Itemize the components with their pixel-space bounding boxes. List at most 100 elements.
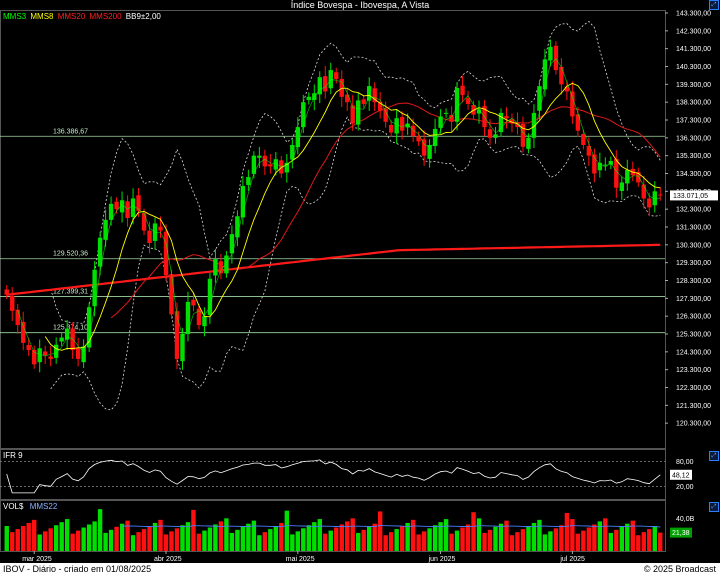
candle-body — [21, 321, 26, 343]
y-tick-label: 127.300,00 — [676, 296, 711, 303]
volume-bar — [196, 533, 202, 551]
volume-bar — [361, 529, 366, 551]
expand-volume-icon[interactable]: ⤢ — [709, 502, 719, 512]
y-tick-label: 140.300,00 — [676, 64, 711, 71]
y-tick-label: 122.300,00 — [676, 385, 711, 392]
y-tick-label: 143.300,00 — [676, 11, 711, 18]
volume-bar — [97, 509, 103, 551]
volume-panel — [0, 500, 666, 552]
vol-last-label: 21,38 — [672, 530, 690, 537]
candle-body — [377, 102, 383, 112]
volume-bar — [647, 529, 652, 551]
candle-body — [509, 119, 515, 124]
volume-bar — [603, 518, 608, 551]
volume-bar — [493, 526, 498, 551]
volume-bar — [399, 526, 405, 551]
volume-bar — [388, 532, 394, 551]
volume-bar — [185, 522, 191, 551]
candle-body — [317, 77, 322, 95]
volume-bar — [597, 521, 603, 551]
candle-body — [279, 160, 284, 174]
volume-bar — [482, 532, 487, 551]
volume-bar — [141, 529, 147, 551]
legend-bb: BB9±2,00 — [125, 12, 161, 21]
candle-body — [641, 184, 646, 199]
support-line-label: 125.374,10 — [53, 325, 88, 332]
candle-body — [334, 72, 339, 79]
candle-body — [372, 88, 377, 103]
legend-mms20: MMS20 — [57, 12, 86, 21]
volume-bar — [542, 534, 548, 551]
volume-bar — [191, 509, 196, 551]
volume-bar — [301, 528, 306, 551]
candle-body — [26, 345, 31, 351]
candle-body — [15, 309, 20, 326]
candle-body — [240, 185, 246, 218]
candle-body — [86, 307, 92, 348]
candle-body — [191, 299, 196, 306]
y-tick-label: 141.300,00 — [676, 46, 711, 53]
volume-bar — [460, 527, 465, 551]
candle-body — [493, 134, 498, 138]
candle-body — [432, 128, 438, 147]
candle-body — [136, 195, 141, 211]
sma200-line — [6, 243, 661, 296]
volume-bar — [449, 533, 454, 551]
volume-bar — [405, 522, 410, 551]
volume-bar — [251, 520, 257, 551]
expand-ifr-icon[interactable]: ⤢ — [709, 451, 719, 461]
volume-bar — [42, 531, 48, 551]
candle-body — [526, 137, 531, 149]
volume-bar — [504, 520, 509, 551]
volume-bar — [21, 526, 26, 551]
volume-bar — [575, 533, 581, 551]
candle-body — [350, 105, 355, 124]
y-tick-label: 120.300,00 — [676, 421, 711, 428]
candle-body — [213, 259, 218, 276]
volume-bar — [224, 518, 229, 551]
candle-body — [262, 155, 268, 167]
candle-body — [119, 200, 125, 213]
candle-body — [658, 194, 663, 196]
volume-bar — [169, 531, 174, 551]
candle-body — [53, 344, 59, 358]
candle-body — [169, 274, 174, 315]
expand-icon[interactable]: ⤢ — [709, 0, 719, 10]
y-tick-label: 124.300,00 — [676, 349, 711, 356]
volume-bar — [608, 532, 614, 551]
candle-body — [202, 316, 207, 327]
volume-bar — [257, 535, 262, 551]
y-tick-label: 125.300,00 — [676, 332, 711, 339]
volume-bar — [383, 535, 388, 551]
footer-left: IBOV - Diário - criado em 01/08/2025 — [3, 564, 152, 574]
volume-bar — [548, 531, 553, 551]
volume-bar — [119, 523, 125, 551]
volume-bar — [15, 529, 20, 551]
volume-bar — [218, 521, 224, 551]
volume-bar — [658, 532, 663, 551]
volume-bar — [345, 521, 350, 551]
candle-body — [32, 350, 37, 365]
y-tick-label: 137.300,00 — [676, 118, 711, 125]
y-tick-label: 138.300,00 — [676, 100, 711, 107]
volume-bar — [471, 512, 476, 551]
volume-bar — [559, 525, 564, 551]
volume-bar — [515, 532, 520, 551]
volume-bar — [306, 525, 311, 551]
volume-bar — [108, 529, 114, 551]
candle-body — [416, 136, 421, 142]
support-line-label: 127.399,31 — [53, 289, 88, 296]
volume-bar — [476, 518, 482, 551]
candle-body — [421, 139, 427, 156]
support-line-label: 129.520,36 — [53, 251, 88, 258]
candle-body — [235, 216, 240, 238]
candle-body — [438, 116, 443, 128]
volume-bar — [26, 522, 31, 551]
volume-bar — [652, 526, 657, 551]
sma8-line — [44, 82, 661, 351]
candle-body — [42, 351, 48, 356]
volume-bar — [92, 521, 97, 551]
candle-body — [454, 87, 460, 122]
candle-body — [273, 159, 279, 170]
